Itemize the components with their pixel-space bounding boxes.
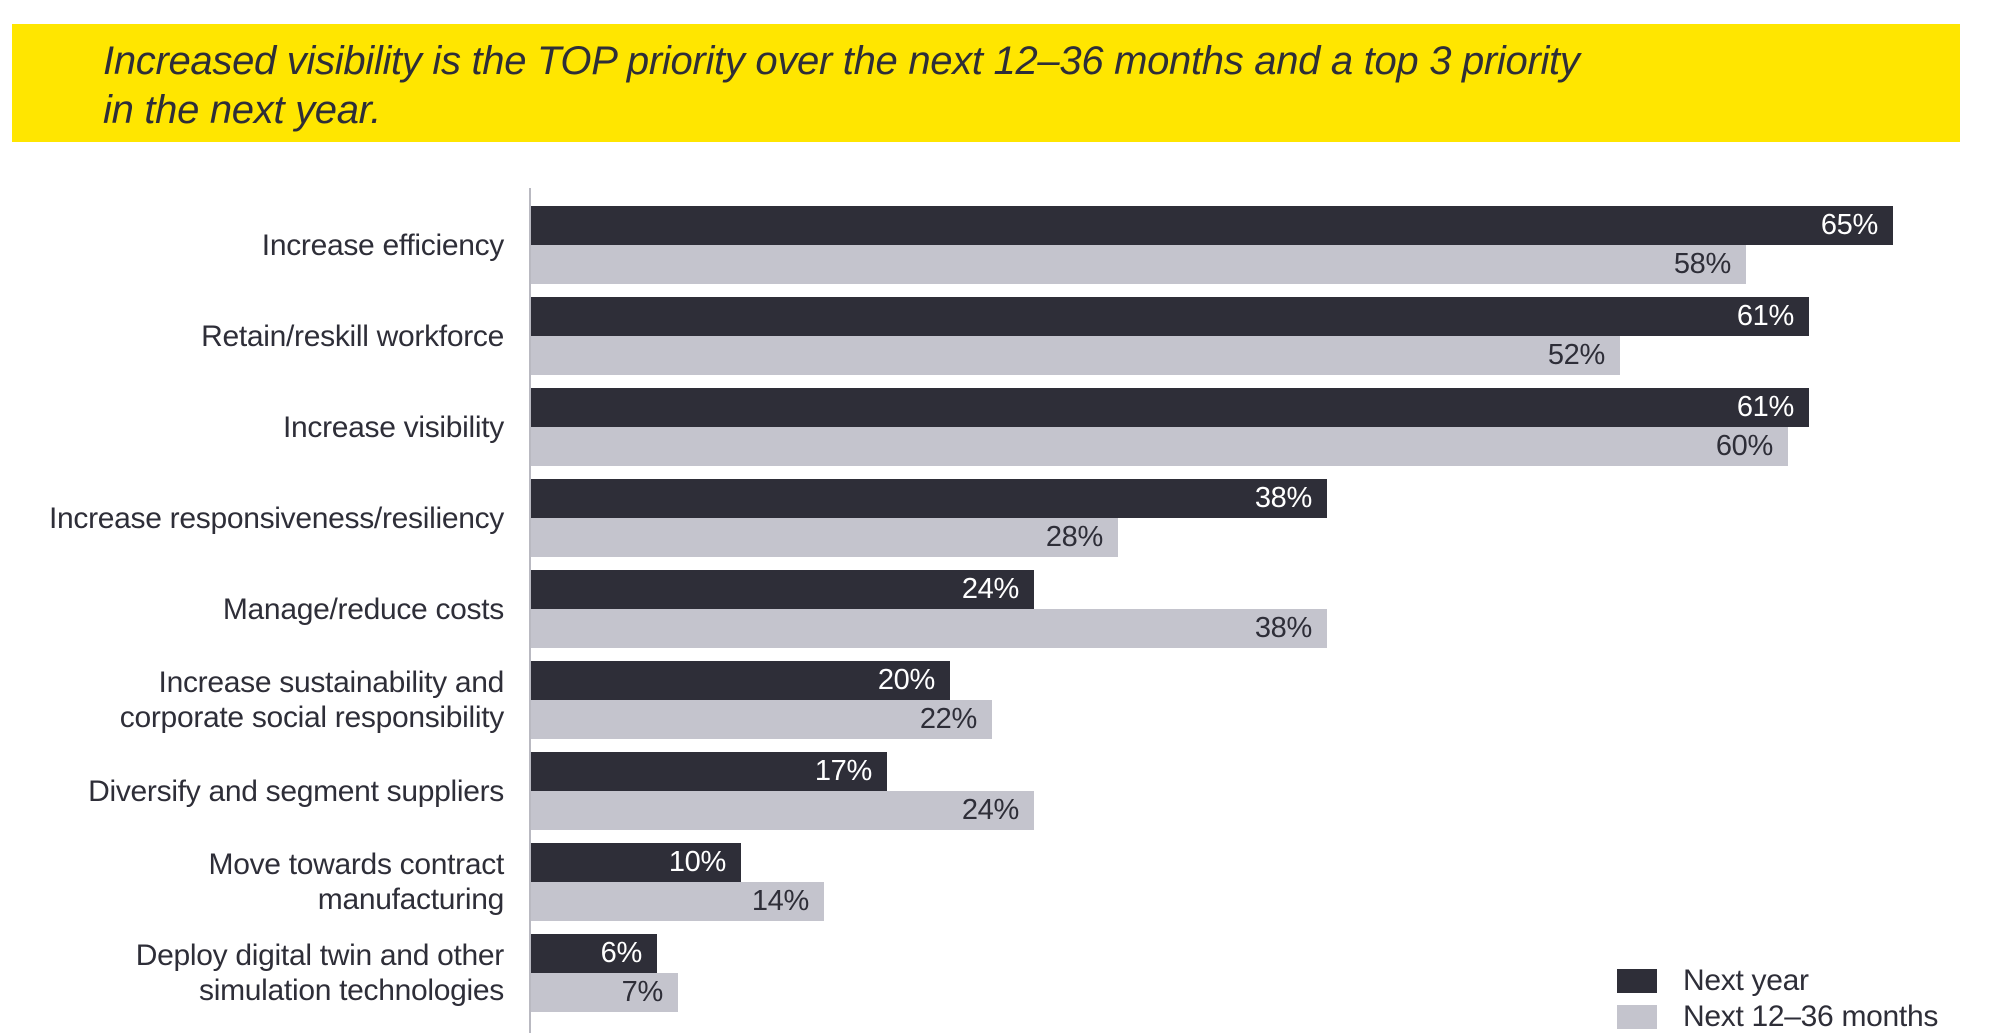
value-label: 24% (961, 794, 1019, 826)
legend-label-next-year: Next year (1683, 964, 1809, 997)
category-label: Increase responsiveness/resiliency (48, 501, 504, 535)
category-label: Retain/reskill workforce (201, 319, 504, 353)
value-label: 14% (751, 885, 809, 917)
value-label: 60% (1715, 430, 1773, 462)
bar-row: Move towards contract manufacturing 10% 14… (0, 843, 2000, 921)
category-label: Increase visibility (282, 410, 504, 444)
category-label: Deploy digital twin and other simulation… (135, 939, 505, 1007)
bar-next-year: 65% (531, 206, 1893, 245)
legend-swatch-next-year (1617, 969, 1657, 993)
bar-next-12-36-months: 7% (531, 973, 678, 1012)
bar-next-12-36-months: 22% (531, 700, 992, 739)
value-label: 38% (1254, 482, 1312, 514)
value-label: 38% (1254, 612, 1312, 644)
category-label: Diversify and segment suppliers (88, 774, 504, 808)
bar-next-year: 10% (531, 843, 741, 882)
value-label: 7% (621, 976, 664, 1008)
bar-next-year: 17% (531, 752, 887, 791)
category-label: Increase efficiency (261, 228, 505, 262)
bar-next-12-36-months: 14% (531, 882, 824, 921)
value-label: 61% (1736, 391, 1794, 423)
value-label: 65% (1820, 209, 1878, 241)
bar-next-12-36-months: 58% (531, 245, 1746, 284)
value-label: 17% (814, 755, 872, 787)
value-label: 58% (1673, 248, 1731, 280)
category-label: Increase sustainability and corporate so… (119, 666, 505, 734)
value-label: 6% (600, 937, 643, 969)
bar-next-12-36-months: 28% (531, 518, 1118, 557)
category-label: Manage/reduce costs (222, 592, 504, 626)
bar-next-12-36-months: 38% (531, 609, 1327, 648)
bar-next-year: 61% (531, 297, 1809, 336)
value-label: 24% (961, 573, 1019, 605)
bar-next-year: 38% (531, 479, 1327, 518)
bar-next-12-36-months: 60% (531, 427, 1788, 466)
category-label: Move towards contract manufacturing (208, 848, 505, 916)
value-label: 61% (1736, 300, 1794, 332)
bar-row: Retain/reskill workforce 61% 52% (0, 297, 2000, 375)
legend: Next year Next 12–36 months (1617, 963, 1938, 1035)
value-label: 52% (1547, 339, 1605, 371)
headline-text: Increased visibility is the TOP priority… (103, 39, 1580, 132)
legend-label-next-12-36-months: Next 12–36 months (1683, 1000, 1939, 1033)
axis-line (529, 188, 531, 1033)
legend-item-next-12-36-months: Next 12–36 months (1617, 999, 1938, 1035)
value-label: 22% (919, 703, 977, 735)
value-label: 20% (877, 664, 935, 696)
bar-row: Increase sustainability and corporate so… (0, 661, 2000, 739)
legend-swatch-next-12-36-months (1617, 1005, 1657, 1029)
bar-row: Increase responsiveness/resiliency 38% 28% (0, 479, 2000, 557)
bar-next-year: 20% (531, 661, 950, 700)
bar-next-year: 24% (531, 570, 1034, 609)
bar-next-year: 61% (531, 388, 1809, 427)
bar-row: Manage/reduce costs 24% 38% (0, 570, 2000, 648)
value-label: 10% (668, 846, 726, 878)
bar-next-year: 6% (531, 934, 657, 973)
bar-row: Diversify and segment suppliers 17% 24% (0, 752, 2000, 830)
bar-next-12-36-months: 52% (531, 336, 1620, 375)
bar-row: Increase visibility 61% 60% (0, 388, 2000, 466)
bar-next-12-36-months: 24% (531, 791, 1034, 830)
bar-row: Deploy digital twin and other simulation… (0, 934, 2000, 1012)
value-label: 28% (1045, 521, 1103, 553)
bar-row: Increase efficiency 65% 58% (0, 206, 2000, 284)
legend-item-next-year: Next year (1617, 963, 1938, 999)
headline-banner: Increased visibility is the TOP priority… (12, 24, 1960, 142)
